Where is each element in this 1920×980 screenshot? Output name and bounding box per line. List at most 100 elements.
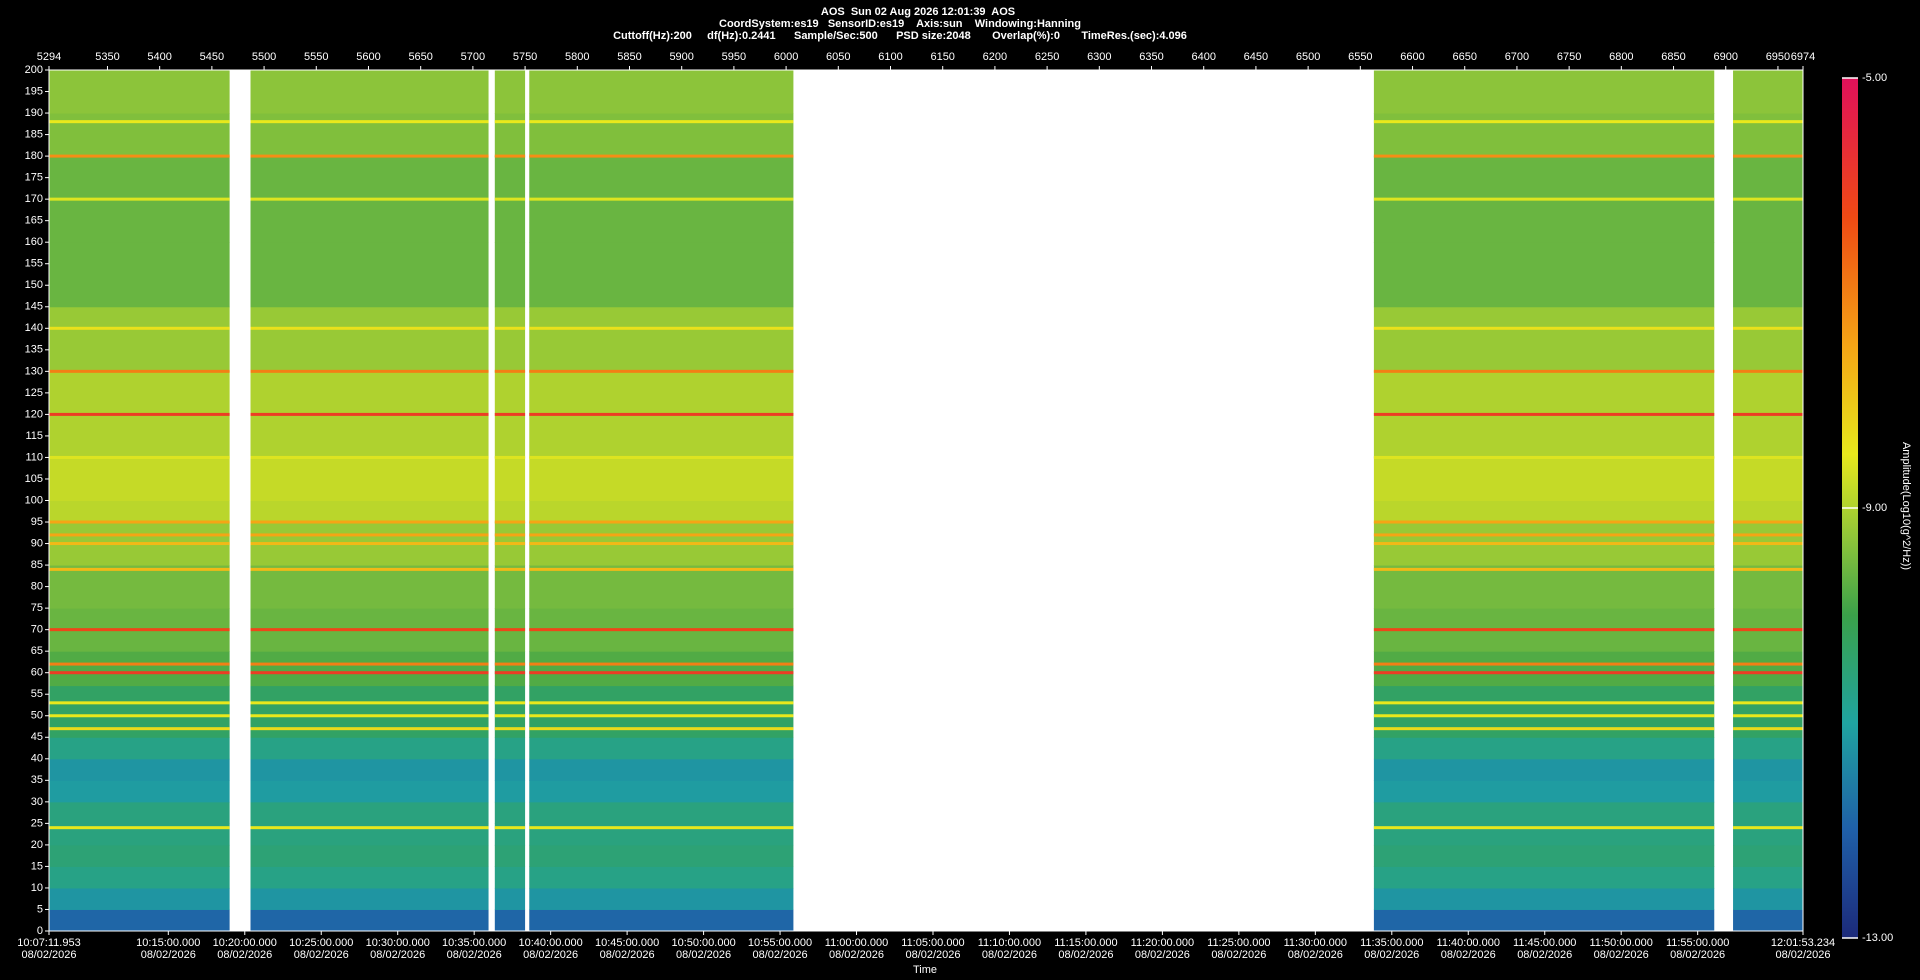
- spectrum-cell: [1373, 844, 1715, 867]
- time-tick-date: 08/02/2026: [447, 949, 502, 961]
- spectral-line: [1733, 727, 1803, 731]
- y-tick-label: 60: [31, 667, 43, 679]
- spectrum-cell: [250, 866, 489, 889]
- spectral-line: [494, 326, 526, 330]
- spectral-line: [250, 412, 489, 416]
- x-tick-label: 6400: [1191, 51, 1215, 63]
- time-tick-label: 10:25:00.000: [289, 937, 353, 949]
- spectrum-cell: [529, 737, 794, 760]
- spectrum-cell: [494, 780, 526, 803]
- x-tick-label: 5650: [408, 51, 432, 63]
- y-tick-label: 175: [25, 172, 43, 184]
- time-tick-label: 12:01:53.234: [1771, 937, 1835, 949]
- y-tick-label: 190: [25, 107, 43, 119]
- x-tick-label: 6200: [983, 51, 1007, 63]
- time-tick-date: 08/02/2026: [905, 949, 960, 961]
- x-tick-label: 5450: [200, 51, 224, 63]
- x-tick-label: 6900: [1713, 51, 1737, 63]
- time-tick-date: 08/02/2026: [829, 949, 884, 961]
- spectral-line: [1373, 326, 1715, 330]
- spectrum-cell: [49, 500, 230, 523]
- y-tick-label: 35: [31, 774, 43, 786]
- spectrum-cell: [1373, 70, 1715, 114]
- spectrum-cell: [49, 457, 230, 501]
- time-tick-date: 08/02/2026: [1775, 949, 1830, 961]
- spectrum-cell: [49, 70, 230, 114]
- spectrum-cell: [49, 113, 230, 157]
- spectrum-cell: [529, 909, 794, 932]
- spectral-line: [529, 567, 794, 571]
- y-tick-label: 110: [25, 451, 43, 463]
- time-tick-date: 08/02/2026: [523, 949, 578, 961]
- spectral-line: [1373, 533, 1715, 537]
- spectral-line: [1373, 628, 1715, 632]
- spectral-line: [250, 326, 489, 330]
- spectral-line: [1373, 671, 1715, 675]
- spectral-line: [49, 520, 230, 524]
- spectral-line: [494, 727, 526, 731]
- y-tick-label: 20: [31, 839, 43, 851]
- y-tick-label: 160: [25, 236, 43, 248]
- spectrum-cell: [1373, 866, 1715, 889]
- spectral-line: [1733, 154, 1803, 158]
- spectrum-cell: [250, 758, 489, 781]
- y-tick-label: 80: [31, 581, 43, 593]
- spectral-line: [529, 369, 794, 373]
- spectrum-cell: [250, 565, 489, 609]
- y-tick-label: 100: [25, 494, 43, 506]
- spectral-line: [1373, 727, 1715, 731]
- colorbar-tick-label: -13.00: [1862, 932, 1893, 944]
- x-tick-label: 6600: [1400, 51, 1424, 63]
- time-tick-date: 08/02/2026: [753, 949, 808, 961]
- spectrum-cell: [529, 113, 794, 157]
- spectral-line: [49, 714, 230, 718]
- time-tick-date: 08/02/2026: [676, 949, 731, 961]
- spectrum-cell: [494, 909, 526, 932]
- spectral-line: [529, 727, 794, 731]
- spectral-line: [529, 662, 794, 666]
- spectral-line: [49, 455, 230, 459]
- spectrum-cell: [494, 565, 526, 609]
- spectrum-cell: [250, 457, 489, 501]
- spectral-line: [494, 455, 526, 459]
- spectral-line: [494, 542, 526, 546]
- spectrum-cell: [1733, 909, 1803, 932]
- time-tick-label: 10:50:00.000: [671, 937, 735, 949]
- y-tick-label: 30: [31, 796, 43, 808]
- spectral-line: [49, 662, 230, 666]
- y-tick-label: 170: [25, 193, 43, 205]
- spectral-line: [250, 197, 489, 201]
- spectral-line: [250, 455, 489, 459]
- time-tick-label: 10:35:00.000: [442, 937, 506, 949]
- spectrum-cell: [1733, 242, 1803, 308]
- spectrum-cell: [49, 909, 230, 932]
- spectrum-cell: [1733, 737, 1803, 760]
- spectral-line: [1733, 567, 1803, 571]
- y-tick-label: 50: [31, 710, 43, 722]
- spectral-line: [1733, 533, 1803, 537]
- spectrum-cell: [49, 565, 230, 609]
- x-tick-label: 5850: [617, 51, 641, 63]
- time-tick-label: 10:40:00.000: [519, 937, 583, 949]
- spectral-line: [250, 701, 489, 705]
- time-tick-label: 11:30:00.000: [1284, 937, 1347, 949]
- spectrum-cell: [494, 500, 526, 523]
- spectral-line: [529, 826, 794, 830]
- spectrum-cell: [250, 70, 489, 114]
- y-tick-label: 195: [25, 85, 43, 97]
- x-tick-label: 6550: [1348, 51, 1372, 63]
- spectrum-cell: [49, 242, 230, 308]
- x-tick-label: 5800: [565, 51, 589, 63]
- spectral-line: [1733, 671, 1803, 675]
- spectral-line: [49, 701, 230, 705]
- time-tick-label: 10:45:00.000: [595, 937, 659, 949]
- spectral-line: [49, 326, 230, 330]
- x-axis-label: Time: [913, 964, 937, 976]
- time-tick-label: 11:25:00.000: [1207, 937, 1270, 949]
- time-tick-date: 08/02/2026: [1211, 949, 1266, 961]
- y-tick-label: 45: [31, 731, 43, 743]
- colorbar-tick-label: -9.00: [1862, 502, 1887, 514]
- spectrum-cell: [529, 306, 794, 372]
- time-tick-label: 11:05:00.000: [901, 937, 964, 949]
